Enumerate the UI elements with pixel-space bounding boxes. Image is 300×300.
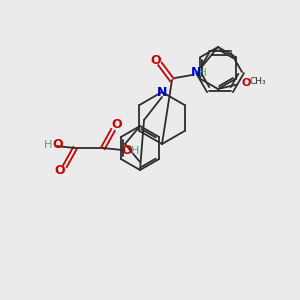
Text: O: O xyxy=(242,78,251,88)
Text: H: H xyxy=(44,140,52,150)
Text: N: N xyxy=(157,85,167,98)
Text: O: O xyxy=(53,137,63,151)
Text: O: O xyxy=(112,118,122,131)
Text: N: N xyxy=(191,65,201,79)
Text: O: O xyxy=(122,145,132,158)
Text: H: H xyxy=(199,68,207,78)
Text: O: O xyxy=(151,55,161,68)
Text: O: O xyxy=(55,164,65,178)
Text: H: H xyxy=(131,146,139,156)
Text: CH₃: CH₃ xyxy=(250,77,267,86)
